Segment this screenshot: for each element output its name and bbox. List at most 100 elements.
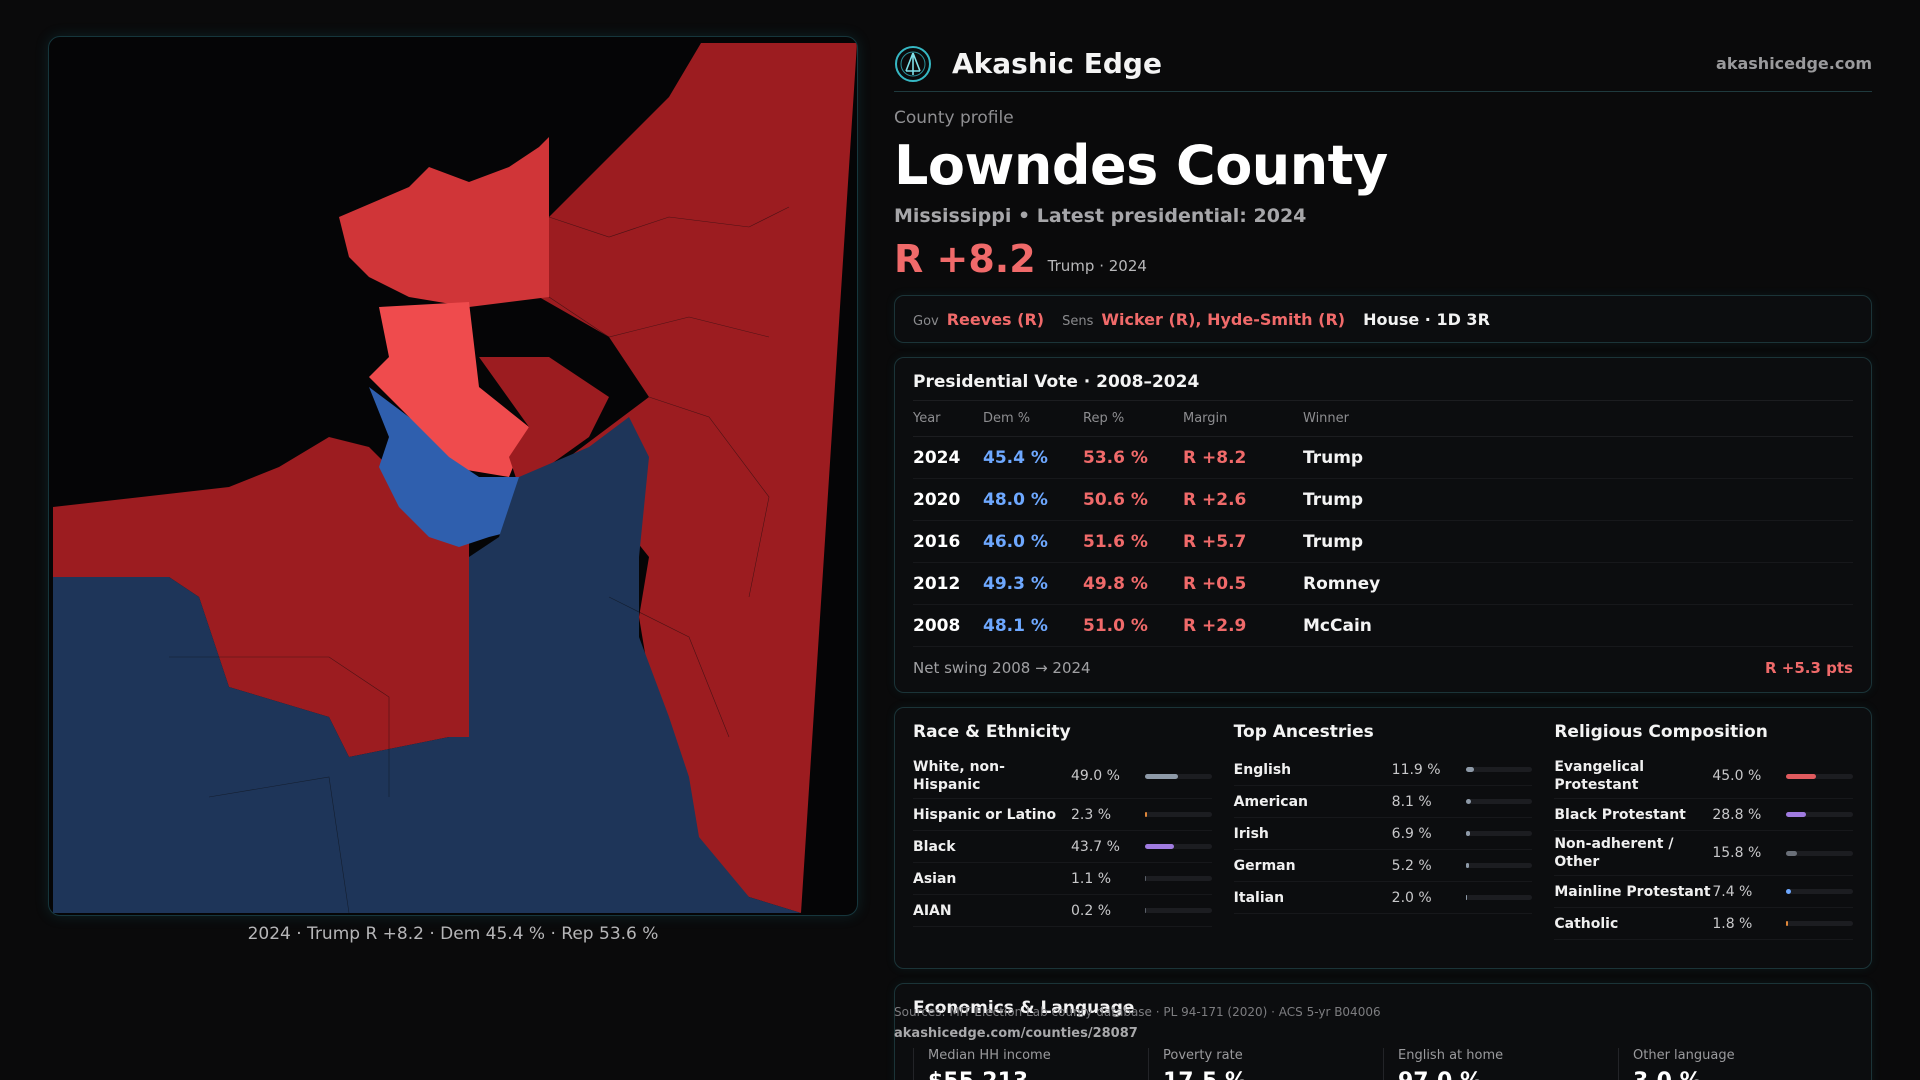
- economics-card: Economics & Language Median HH income $5…: [894, 983, 1872, 1080]
- econ-cell: Other language 3.0 %: [1618, 1048, 1853, 1080]
- item-label: Irish: [1233, 825, 1269, 842]
- precinct-center-rep-light[interactable]: [369, 302, 529, 477]
- col-winner: Winner: [1303, 400, 1853, 437]
- precinct-west-rep[interactable]: [53, 437, 469, 757]
- item-value: 11.9 %: [1391, 761, 1441, 778]
- page-subtitle: Mississippi • Latest presidential: 2024: [894, 205, 1307, 227]
- econ-value: 97.0 %: [1398, 1069, 1618, 1080]
- share-bar: [1465, 895, 1533, 900]
- list-item: Hispanic or Latino 2.3 %: [913, 799, 1212, 831]
- brand-url-link[interactable]: akashicedge.com: [1716, 54, 1872, 73]
- share-bar-fill: [1145, 844, 1175, 849]
- list-item: AIAN 0.2 %: [913, 895, 1212, 927]
- share-bar-fill: [1786, 812, 1806, 817]
- share-bar: [1465, 863, 1533, 868]
- item-value: 0.2 %: [1071, 902, 1112, 919]
- share-bar-fill: [1786, 921, 1788, 926]
- item-value: 49.0 %: [1071, 768, 1120, 784]
- econ-cell: Poverty rate 17.5 %: [1148, 1048, 1383, 1080]
- list-item: Evangelical Protestant 45.0 %: [1554, 754, 1854, 799]
- race-column: Race & Ethnicity White, non-Hispanic 49.0…: [913, 722, 1212, 954]
- share-bar-fill: [1465, 831, 1471, 836]
- item-value: 2.3 %: [1071, 806, 1112, 823]
- swing-label: Net swing 2008 → 2024: [913, 659, 1091, 677]
- col-dem: Dem %: [983, 400, 1083, 437]
- list-item: Non-adherent / Other 15.8 %: [1554, 831, 1854, 876]
- item-label: Catholic: [1554, 915, 1619, 932]
- share-bar: [1786, 850, 1854, 856]
- list-item: White, non-Hispanic 49.0 %: [913, 754, 1212, 799]
- officials-bar: Gov Reeves (R) Sens Wicker (R), Hyde-Smi…: [894, 295, 1872, 343]
- share-bar: [1145, 773, 1212, 779]
- share-bar-fill: [1786, 850, 1797, 856]
- share-bar-fill: [1145, 812, 1147, 817]
- share-bar-fill: [1465, 799, 1472, 804]
- cell-margin: R +0.5: [1183, 562, 1303, 605]
- item-value: 5.2 %: [1391, 857, 1432, 874]
- brand-name: Akashic Edge: [952, 47, 1162, 80]
- share-bar: [1786, 889, 1854, 894]
- item-label: White, non-Hispanic: [913, 759, 1005, 793]
- ancestry-title: Top Ancestries: [1233, 722, 1374, 742]
- sens-label: Sens: [1062, 313, 1094, 329]
- gov-value: Reeves (R): [946, 309, 1045, 329]
- cell-year: 2020: [913, 478, 983, 521]
- cell-rep: 49.8 %: [1083, 562, 1183, 605]
- cell-rep: 53.6 %: [1083, 436, 1183, 479]
- cell-year: 2008: [913, 604, 983, 647]
- house-value: House · 1D 3R: [1363, 309, 1490, 329]
- cell-dem: 45.4 %: [983, 436, 1083, 479]
- item-label: Hispanic or Latino: [913, 806, 1057, 823]
- share-bar: [1145, 844, 1212, 849]
- precinct-south-dem[interactable]: [53, 417, 801, 913]
- cell-year: 2024: [913, 436, 983, 479]
- list-item: Black Protestant 28.8 %: [1554, 799, 1854, 831]
- econ-value: $55,213: [928, 1069, 1148, 1080]
- race-title: Race & Ethnicity: [913, 722, 1071, 742]
- cell-winner: Romney: [1303, 562, 1853, 605]
- table-row: 2016 46.0 % 51.6 % R +5.7 Trump: [913, 520, 1853, 563]
- cell-year: 2012: [913, 562, 983, 605]
- margin-note: Trump · 2024: [1047, 257, 1147, 275]
- list-item: Irish 6.9 %: [1233, 818, 1533, 850]
- list-item: American 8.1 %: [1233, 786, 1533, 818]
- econ-cell: English at home 97.0 %: [1383, 1048, 1618, 1080]
- precinct-city-dem[interactable]: [369, 387, 529, 547]
- item-label: Italian: [1233, 889, 1285, 906]
- item-value: 15.8 %: [1712, 845, 1762, 861]
- item-label: AIAN: [913, 902, 952, 919]
- item-label: Evangelical Protestant: [1554, 759, 1645, 793]
- table-row: 2012 49.3 % 49.8 % R +0.5 Romney: [913, 562, 1853, 605]
- share-bar-fill: [1465, 895, 1467, 900]
- item-label: English: [1233, 761, 1292, 778]
- econ-cell: Median HH income $55,213: [913, 1048, 1148, 1080]
- cell-dem: 49.3 %: [983, 562, 1083, 605]
- precinct-map-svg[interactable]: [49, 37, 858, 916]
- precinct-north-rep[interactable]: [339, 137, 549, 307]
- item-value: 7.4 %: [1712, 883, 1753, 900]
- precinct-centerright-rep[interactable]: [479, 357, 609, 487]
- headline-margin: R +8.2 Trump · 2024: [894, 237, 1872, 281]
- share-bar: [1786, 812, 1854, 817]
- page-title: Lowndes County: [894, 134, 1388, 197]
- share-bar-fill: [1145, 908, 1146, 913]
- item-value: 8.1 %: [1391, 793, 1432, 810]
- source-url-link[interactable]: akashicedge.com/counties/28087: [894, 1026, 1138, 1041]
- cell-margin: R +8.2: [1183, 436, 1303, 479]
- item-label: Black Protestant: [1554, 806, 1686, 823]
- col-year: Year: [913, 400, 983, 437]
- table-row: 2008 48.1 % 51.0 % R +2.9 McCain: [913, 604, 1853, 647]
- precinct-east-rep[interactable]: [539, 43, 857, 913]
- economics-title: Economics & Language: [913, 998, 1135, 1018]
- county-precinct-map[interactable]: [48, 36, 858, 916]
- list-item: Mainline Protestant 7.4 %: [1554, 876, 1854, 908]
- share-bar-fill: [1465, 863, 1470, 868]
- precinct-borders: [169, 206, 790, 914]
- item-value: 6.9 %: [1391, 825, 1432, 842]
- cell-dem: 48.0 %: [983, 478, 1083, 521]
- net-swing-row: Net swing 2008 → 2024 R +5.3 pts: [913, 659, 1853, 677]
- share-bar-fill: [1145, 876, 1146, 881]
- list-item: Asian 1.1 %: [913, 863, 1212, 895]
- item-value: 2.0 %: [1391, 889, 1432, 906]
- cell-dem: 46.0 %: [983, 520, 1083, 563]
